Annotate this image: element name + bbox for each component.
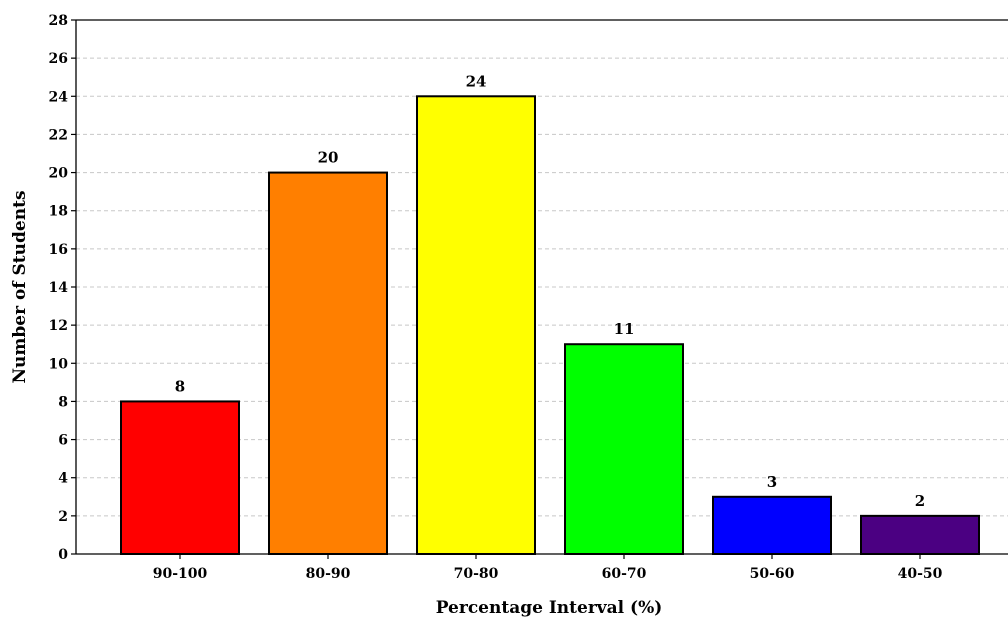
y-tick-label: 26 <box>49 51 68 67</box>
axes-layer <box>71 19 1008 559</box>
y-tick-label: 2 <box>58 509 68 525</box>
bar-value-label: 24 <box>466 72 487 90</box>
bars-layer <box>120 95 980 556</box>
y-tick-label: 14 <box>49 280 69 296</box>
bar-40-50 <box>860 514 980 555</box>
bar-value-label: 20 <box>318 149 339 167</box>
bar-value-label: 11 <box>614 320 635 338</box>
y-tick-label: 24 <box>49 89 69 105</box>
bar-90-100 <box>120 400 240 555</box>
x-axis-title: Percentage Interval (%) <box>436 598 663 618</box>
x-tick-label: 90-100 <box>153 566 208 582</box>
labels-layer: 0246810121416182022242628890-1002080-902… <box>49 13 943 582</box>
bar-value-label: 2 <box>915 492 925 510</box>
x-tick-label: 70-80 <box>454 566 499 582</box>
y-tick-label: 6 <box>58 433 68 449</box>
y-tick-label: 4 <box>58 471 68 487</box>
x-tick-label: 80-90 <box>306 566 351 582</box>
bar-value-label: 3 <box>767 473 777 491</box>
y-tick-label: 12 <box>49 318 68 334</box>
x-tick-label: 40-50 <box>898 566 943 582</box>
bar-80-90 <box>268 171 388 555</box>
y-tick-label: 22 <box>49 127 68 143</box>
bar-50-60 <box>712 495 832 555</box>
bar-value-label: 8 <box>175 377 185 395</box>
y-tick-label: 28 <box>49 13 68 29</box>
y-tick-label: 0 <box>58 547 68 563</box>
x-tick-label: 60-70 <box>602 566 647 582</box>
y-tick-label: 8 <box>58 394 68 410</box>
bar-60-70 <box>564 343 684 556</box>
y-tick-label: 10 <box>49 356 69 372</box>
y-axis-title: Number of Students <box>10 190 30 383</box>
y-tick-label: 18 <box>49 204 68 220</box>
x-tick-label: 50-60 <box>750 566 795 582</box>
y-tick-label: 20 <box>49 166 69 182</box>
bar-70-80 <box>416 95 536 556</box>
y-tick-label: 16 <box>49 242 68 258</box>
